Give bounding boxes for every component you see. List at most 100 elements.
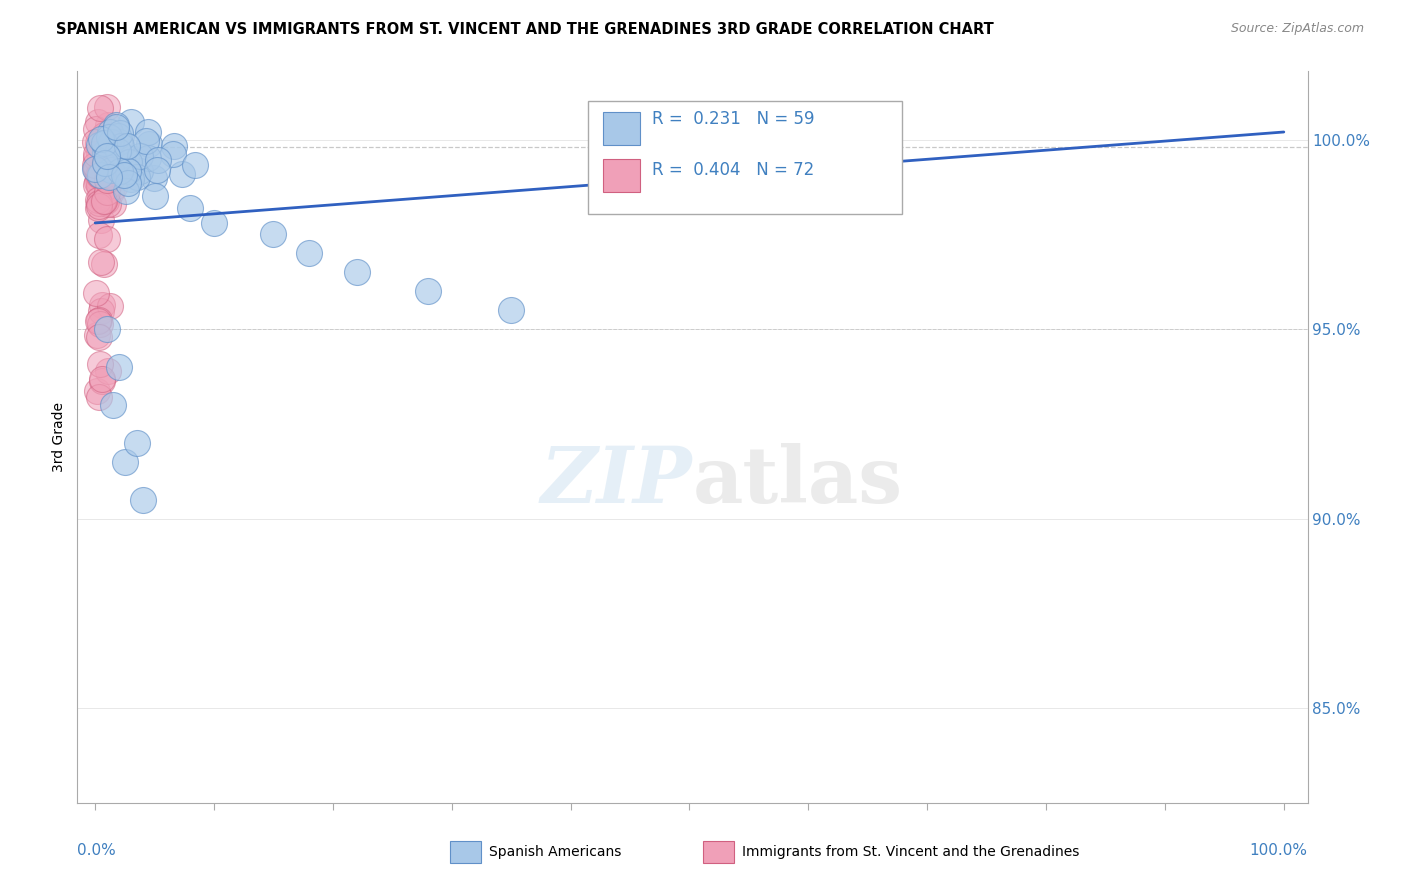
Point	[89, 178, 111, 193]
Point	[90, 298, 112, 312]
Point	[87, 136, 110, 150]
Point	[107, 145, 129, 159]
Point	[87, 115, 110, 129]
Text: R =  0.231   N = 59: R = 0.231 N = 59	[652, 110, 814, 128]
Point	[87, 312, 110, 326]
Point	[94, 145, 117, 160]
Point	[93, 136, 115, 150]
Point	[115, 184, 138, 198]
Point	[117, 176, 139, 190]
Point	[416, 284, 439, 298]
Point	[136, 151, 159, 165]
Point	[108, 359, 131, 374]
Point	[87, 178, 110, 192]
Point	[125, 435, 148, 450]
Point	[89, 168, 111, 182]
Point	[103, 168, 125, 182]
Point	[84, 121, 107, 136]
Point	[96, 232, 118, 246]
Point	[127, 169, 149, 184]
Point	[89, 390, 111, 404]
Point	[179, 201, 201, 215]
Point	[84, 161, 107, 176]
Point	[162, 146, 184, 161]
Point	[84, 152, 107, 166]
Point	[100, 299, 122, 313]
Point	[98, 169, 121, 184]
Point	[346, 265, 368, 279]
Point	[87, 193, 110, 207]
FancyBboxPatch shape	[588, 101, 901, 214]
Point	[86, 175, 108, 189]
Point	[84, 147, 107, 161]
Point	[90, 137, 112, 152]
Point	[90, 169, 112, 184]
Point	[84, 161, 107, 176]
Point	[89, 101, 111, 115]
Point	[94, 194, 117, 208]
Point	[112, 168, 135, 182]
Point	[143, 189, 166, 203]
Point	[86, 314, 108, 328]
Point	[148, 153, 170, 168]
Point	[89, 317, 111, 331]
Point	[145, 162, 167, 177]
Point	[87, 196, 110, 211]
Text: ZIP: ZIP	[541, 442, 693, 519]
Point	[96, 144, 118, 158]
Text: 0.0%: 0.0%	[77, 843, 117, 858]
Point	[94, 156, 117, 170]
Point	[131, 492, 153, 507]
Point	[97, 364, 120, 378]
Point	[96, 149, 118, 163]
Point	[89, 199, 111, 213]
Point	[87, 228, 110, 243]
Point	[120, 115, 142, 129]
Point	[115, 151, 138, 165]
Point	[86, 161, 108, 176]
Point	[110, 139, 132, 153]
Point	[107, 128, 129, 143]
Point	[103, 197, 125, 211]
Point	[135, 134, 157, 148]
Point	[94, 150, 117, 164]
Point	[104, 120, 127, 134]
Text: SPANISH AMERICAN VS IMMIGRANTS FROM ST. VINCENT AND THE GRENADINES 3RD GRADE COR: SPANISH AMERICAN VS IMMIGRANTS FROM ST. …	[56, 22, 994, 37]
Point	[129, 163, 152, 178]
Y-axis label: 3rd Grade: 3rd Grade	[52, 402, 66, 472]
Point	[163, 139, 186, 153]
Point	[104, 118, 127, 132]
Point	[87, 202, 110, 216]
Text: atlas: atlas	[693, 443, 903, 519]
Point	[91, 374, 114, 388]
Point	[108, 136, 131, 150]
Point	[84, 135, 107, 149]
Point	[96, 185, 118, 199]
Point	[108, 164, 131, 178]
Point	[97, 179, 120, 194]
Point	[93, 128, 115, 143]
Point	[87, 138, 110, 153]
Point	[90, 173, 112, 187]
Point	[138, 136, 160, 151]
Point	[87, 168, 110, 182]
Point	[143, 171, 166, 186]
Point	[87, 329, 110, 343]
Point	[103, 180, 125, 194]
Text: Source: ZipAtlas.com: Source: ZipAtlas.com	[1230, 22, 1364, 36]
Point	[89, 357, 111, 371]
Point	[170, 167, 193, 181]
Point	[100, 163, 122, 178]
Point	[100, 136, 122, 150]
Point	[117, 155, 139, 169]
Point	[202, 216, 225, 230]
Point	[87, 162, 110, 177]
Point	[184, 158, 207, 172]
Point	[138, 125, 160, 139]
Point	[262, 227, 284, 242]
Point	[84, 162, 107, 177]
Point	[122, 152, 145, 166]
Point	[97, 196, 120, 211]
Point	[114, 455, 136, 469]
Point	[93, 257, 115, 271]
